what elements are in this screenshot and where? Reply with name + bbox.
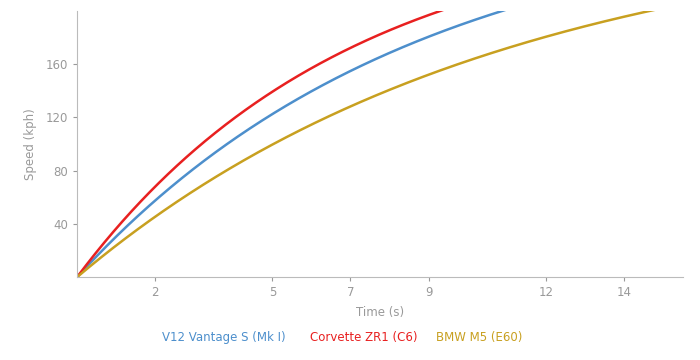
Corvette ZR1 (C6) xyxy=(73,275,81,279)
Text: Corvette ZR1 (C6): Corvette ZR1 (C6) xyxy=(310,331,418,344)
BMW M5 (E60) xyxy=(477,54,486,58)
V12 Vantage S (Mk I) xyxy=(528,0,537,4)
BMW M5 (E60) xyxy=(528,38,537,42)
Line: V12 Vantage S (Mk I): V12 Vantage S (Mk I) xyxy=(77,0,682,277)
BMW M5 (E60) xyxy=(430,71,438,75)
V12 Vantage S (Mk I) xyxy=(73,275,81,279)
Corvette ZR1 (C6) xyxy=(346,45,355,50)
Text: BMW M5 (E60): BMW M5 (E60) xyxy=(436,331,523,344)
Corvette ZR1 (C6) xyxy=(430,11,438,15)
V12 Vantage S (Mk I) xyxy=(228,138,237,142)
Y-axis label: Speed (kph): Speed (kph) xyxy=(25,108,37,180)
V12 Vantage S (Mk I) xyxy=(180,174,188,179)
Line: BMW M5 (E60): BMW M5 (E60) xyxy=(77,4,682,277)
BMW M5 (E60) xyxy=(346,104,355,108)
V12 Vantage S (Mk I) xyxy=(346,68,355,73)
BMW M5 (E60) xyxy=(73,275,81,279)
V12 Vantage S (Mk I) xyxy=(430,32,438,37)
Corvette ZR1 (C6) xyxy=(228,117,237,121)
BMW M5 (E60) xyxy=(678,2,687,6)
Text: V12 Vantage S (Mk I): V12 Vantage S (Mk I) xyxy=(162,331,286,344)
V12 Vantage S (Mk I) xyxy=(477,15,486,20)
BMW M5 (E60) xyxy=(228,165,237,169)
X-axis label: Time (s): Time (s) xyxy=(356,306,404,319)
Line: Corvette ZR1 (C6): Corvette ZR1 (C6) xyxy=(77,0,682,277)
Corvette ZR1 (C6) xyxy=(180,157,188,161)
BMW M5 (E60) xyxy=(180,195,188,199)
